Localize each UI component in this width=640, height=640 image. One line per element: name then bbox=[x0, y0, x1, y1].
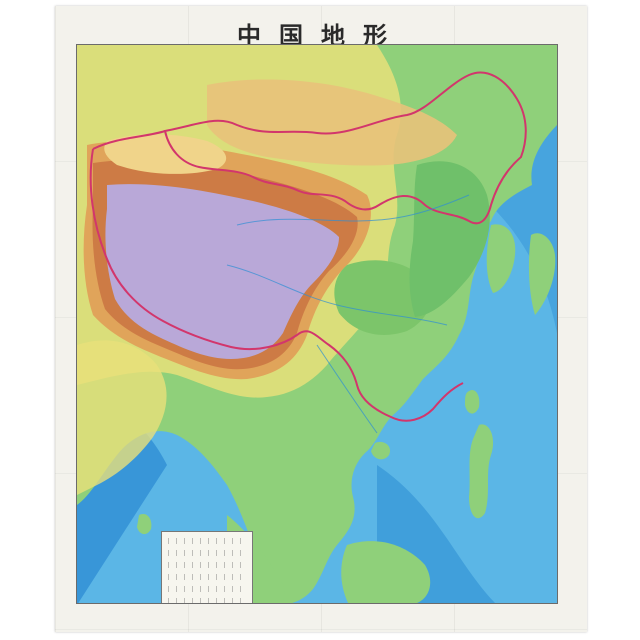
sri-lanka-island bbox=[137, 513, 152, 535]
philippines-islands bbox=[469, 424, 494, 519]
hainan-island bbox=[371, 441, 391, 460]
map-frame bbox=[76, 44, 558, 604]
legend-row bbox=[168, 598, 246, 603]
north-china-plain bbox=[409, 161, 490, 317]
legend-row bbox=[168, 538, 246, 544]
borneo-island bbox=[341, 541, 431, 603]
sichuan-basin bbox=[334, 260, 431, 335]
mongolian-plateau bbox=[207, 79, 457, 166]
japan-islands bbox=[528, 233, 556, 315]
northern-border-line bbox=[163, 71, 527, 225]
legend-box bbox=[161, 531, 253, 603]
legend-row bbox=[168, 574, 246, 580]
legend-row bbox=[168, 586, 246, 592]
indian-subcontinent bbox=[77, 340, 167, 495]
tibetan-plateau bbox=[105, 184, 339, 359]
southwest-border-line bbox=[89, 130, 464, 422]
korean-peninsula bbox=[486, 224, 516, 293]
tarim-basin bbox=[104, 134, 227, 174]
legend-row bbox=[168, 550, 246, 556]
taiwan-island bbox=[465, 389, 480, 414]
legend-row bbox=[168, 562, 246, 568]
terrain-map bbox=[77, 45, 557, 603]
rivers bbox=[226, 194, 470, 434]
